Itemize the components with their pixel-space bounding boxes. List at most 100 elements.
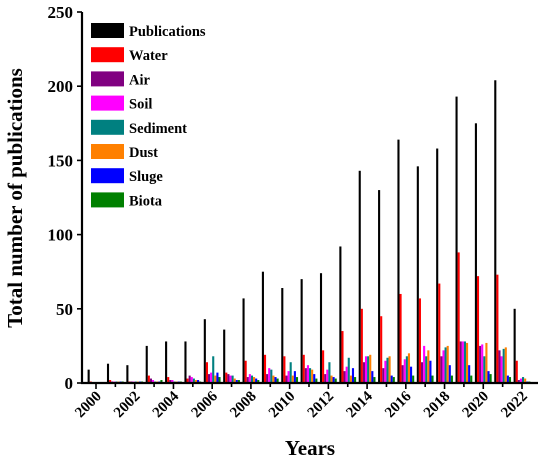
bar-sluge-2015 bbox=[390, 375, 393, 383]
bar-publications-2012 bbox=[319, 273, 323, 383]
bar-publications-2010 bbox=[281, 288, 284, 383]
bars-layer bbox=[87, 80, 531, 384]
bar-publications-2020 bbox=[474, 123, 477, 384]
bar-sediment-2022 bbox=[522, 377, 525, 383]
x-tick-label-2018: 2018 bbox=[421, 389, 454, 422]
y-tick-label-0: 0 bbox=[65, 374, 74, 393]
bar-publications-2004 bbox=[165, 341, 168, 383]
bar-sediment-2012 bbox=[328, 362, 331, 383]
bar-sluge-2006 bbox=[216, 372, 219, 383]
bar-soil-2017 bbox=[423, 345, 426, 383]
bar-soil-2013 bbox=[345, 366, 348, 383]
bar-sluge-2018 bbox=[448, 365, 451, 383]
legend-label-dust: Dust bbox=[129, 145, 158, 161]
bar-water-2017 bbox=[418, 298, 421, 383]
bar-dust-2018 bbox=[446, 345, 449, 383]
bar-dust-2008 bbox=[253, 377, 256, 383]
bar-water-2011 bbox=[302, 354, 305, 383]
bar-soil-2009 bbox=[268, 368, 271, 383]
bar-water-2004 bbox=[167, 377, 170, 383]
bar-air-2018 bbox=[440, 356, 443, 383]
bar-air-2016 bbox=[401, 365, 404, 383]
x-tick-label-2016: 2016 bbox=[382, 388, 415, 421]
bar-publications-2017 bbox=[416, 166, 419, 383]
bar-sediment-2011 bbox=[309, 368, 312, 383]
bar-biota-2003 bbox=[160, 380, 163, 383]
bar-sluge-2010 bbox=[293, 371, 296, 383]
bar-biota-2020 bbox=[489, 374, 492, 383]
bar-dust-2015 bbox=[388, 356, 391, 383]
legend-label-water: Water bbox=[129, 48, 168, 64]
bar-sediment-2014 bbox=[367, 356, 370, 383]
legend-swatch-sediment bbox=[91, 119, 124, 135]
bar-soil-2022 bbox=[519, 378, 522, 383]
bar-sluge-2005 bbox=[197, 380, 200, 383]
y-axis-title: Total number of publications bbox=[3, 68, 27, 328]
bar-sediment-2018 bbox=[444, 347, 447, 383]
bar-water-2006 bbox=[205, 362, 208, 383]
x-tick-label-2004: 2004 bbox=[150, 388, 183, 421]
bar-soil-2007 bbox=[229, 375, 232, 383]
bar-publications-2003 bbox=[145, 345, 148, 383]
bar-sediment-2017 bbox=[425, 356, 428, 383]
bar-air-2013 bbox=[343, 371, 346, 383]
bar-soil-2005 bbox=[190, 377, 193, 383]
x-tick-label-2022: 2022 bbox=[498, 389, 531, 422]
bar-soil-2016 bbox=[403, 359, 406, 383]
bar-sediment-2008 bbox=[250, 375, 254, 383]
bar-air-2015 bbox=[382, 368, 385, 383]
bar-publications-2002 bbox=[126, 365, 129, 383]
x-tick-label-2000: 2000 bbox=[72, 389, 105, 422]
x-tick-label-2012: 2012 bbox=[305, 389, 338, 422]
bar-dust-2020 bbox=[485, 342, 488, 383]
bar-dust-2013 bbox=[349, 375, 352, 383]
bar-dust-2022 bbox=[524, 378, 527, 383]
bar-air-2022 bbox=[517, 380, 520, 383]
bar-publications-2018 bbox=[436, 148, 439, 383]
bar-biota-2019 bbox=[470, 375, 473, 383]
bar-sediment-2009 bbox=[270, 369, 273, 383]
bar-air-2019 bbox=[459, 341, 462, 383]
bar-sluge-2021 bbox=[506, 375, 509, 383]
bar-publications-2000 bbox=[87, 369, 90, 383]
bar-air-2007 bbox=[227, 374, 230, 383]
bar-water-2018 bbox=[438, 283, 441, 383]
bar-soil-2012 bbox=[326, 369, 329, 383]
bar-publications-2005 bbox=[184, 341, 187, 383]
bar-soil-2021 bbox=[500, 356, 503, 383]
y-tick-label-100: 100 bbox=[48, 226, 74, 245]
legend-swatch-biota bbox=[91, 192, 124, 208]
bar-publications-2013 bbox=[339, 246, 342, 383]
bar-air-2010 bbox=[285, 375, 288, 383]
bar-sediment-2016 bbox=[405, 356, 408, 383]
bar-sluge-2008 bbox=[255, 378, 258, 383]
bar-biota-2015 bbox=[392, 377, 395, 383]
bar-biota-2016 bbox=[412, 375, 415, 383]
bar-sluge-2019 bbox=[468, 365, 471, 383]
x-tick-label-2008: 2008 bbox=[227, 389, 260, 422]
bar-dust-2021 bbox=[504, 347, 507, 383]
bar-soil-2006 bbox=[210, 372, 213, 383]
bar-sluge-2020 bbox=[487, 371, 490, 383]
legend-swatch-dust bbox=[91, 144, 124, 159]
bar-dust-2019 bbox=[466, 342, 469, 383]
legend-swatch-publications bbox=[91, 23, 124, 38]
bar-soil-2020 bbox=[481, 344, 484, 383]
bar-soil-2015 bbox=[384, 360, 387, 383]
bar-soil-2019 bbox=[461, 341, 464, 383]
bar-air-2003 bbox=[149, 378, 152, 383]
bar-biota-2007 bbox=[237, 380, 240, 383]
bar-biota-2017 bbox=[431, 375, 434, 383]
bar-sluge-2012 bbox=[332, 377, 335, 383]
bar-publications-2022 bbox=[513, 308, 516, 383]
bar-sediment-2007 bbox=[231, 375, 234, 383]
bar-dust-2011 bbox=[311, 369, 314, 383]
bar-sediment-2005 bbox=[192, 378, 195, 383]
bar-publications-2006 bbox=[203, 319, 206, 383]
bar-sediment-2021 bbox=[502, 348, 505, 383]
bar-dust-2007 bbox=[233, 378, 236, 383]
bar-air-2005 bbox=[188, 375, 191, 383]
x-tick-label-2010: 2010 bbox=[266, 389, 299, 422]
bar-water-2008 bbox=[244, 360, 247, 383]
